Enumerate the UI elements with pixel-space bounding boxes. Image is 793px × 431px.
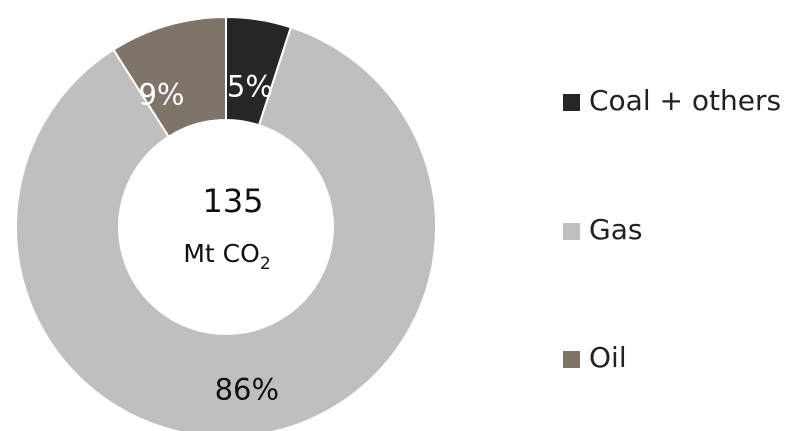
slice-label-coal-others: 5% [227,70,273,104]
center-unit-text: Mt CO [183,239,259,268]
slice-label-oil: 9% [138,77,184,111]
center-unit-label: Mt CO2 [183,239,270,274]
slice-labels: 5% 86% 9% [138,70,279,407]
legend-item-coal-others: Coal + others [563,84,781,117]
center-unit-subscript: 2 [260,254,271,274]
legend-swatch-coal-others [563,94,580,111]
legend-item-oil: Oil [563,341,627,374]
center-total-value: 135 [202,182,263,220]
legend-item-gas: Gas [563,213,642,246]
legend: Coal + others Gas Oil [563,84,781,374]
legend-label-gas: Gas [589,213,642,246]
donut-slices [15,15,437,431]
slice-label-gas: 86% [215,373,279,407]
slice-gas [15,26,437,431]
slice-oil [112,15,227,139]
legend-label-coal-others: Coal + others [589,84,781,117]
legend-swatch-gas [563,223,580,240]
legend-swatch-oil [563,351,580,368]
legend-label-oil: Oil [589,341,627,374]
